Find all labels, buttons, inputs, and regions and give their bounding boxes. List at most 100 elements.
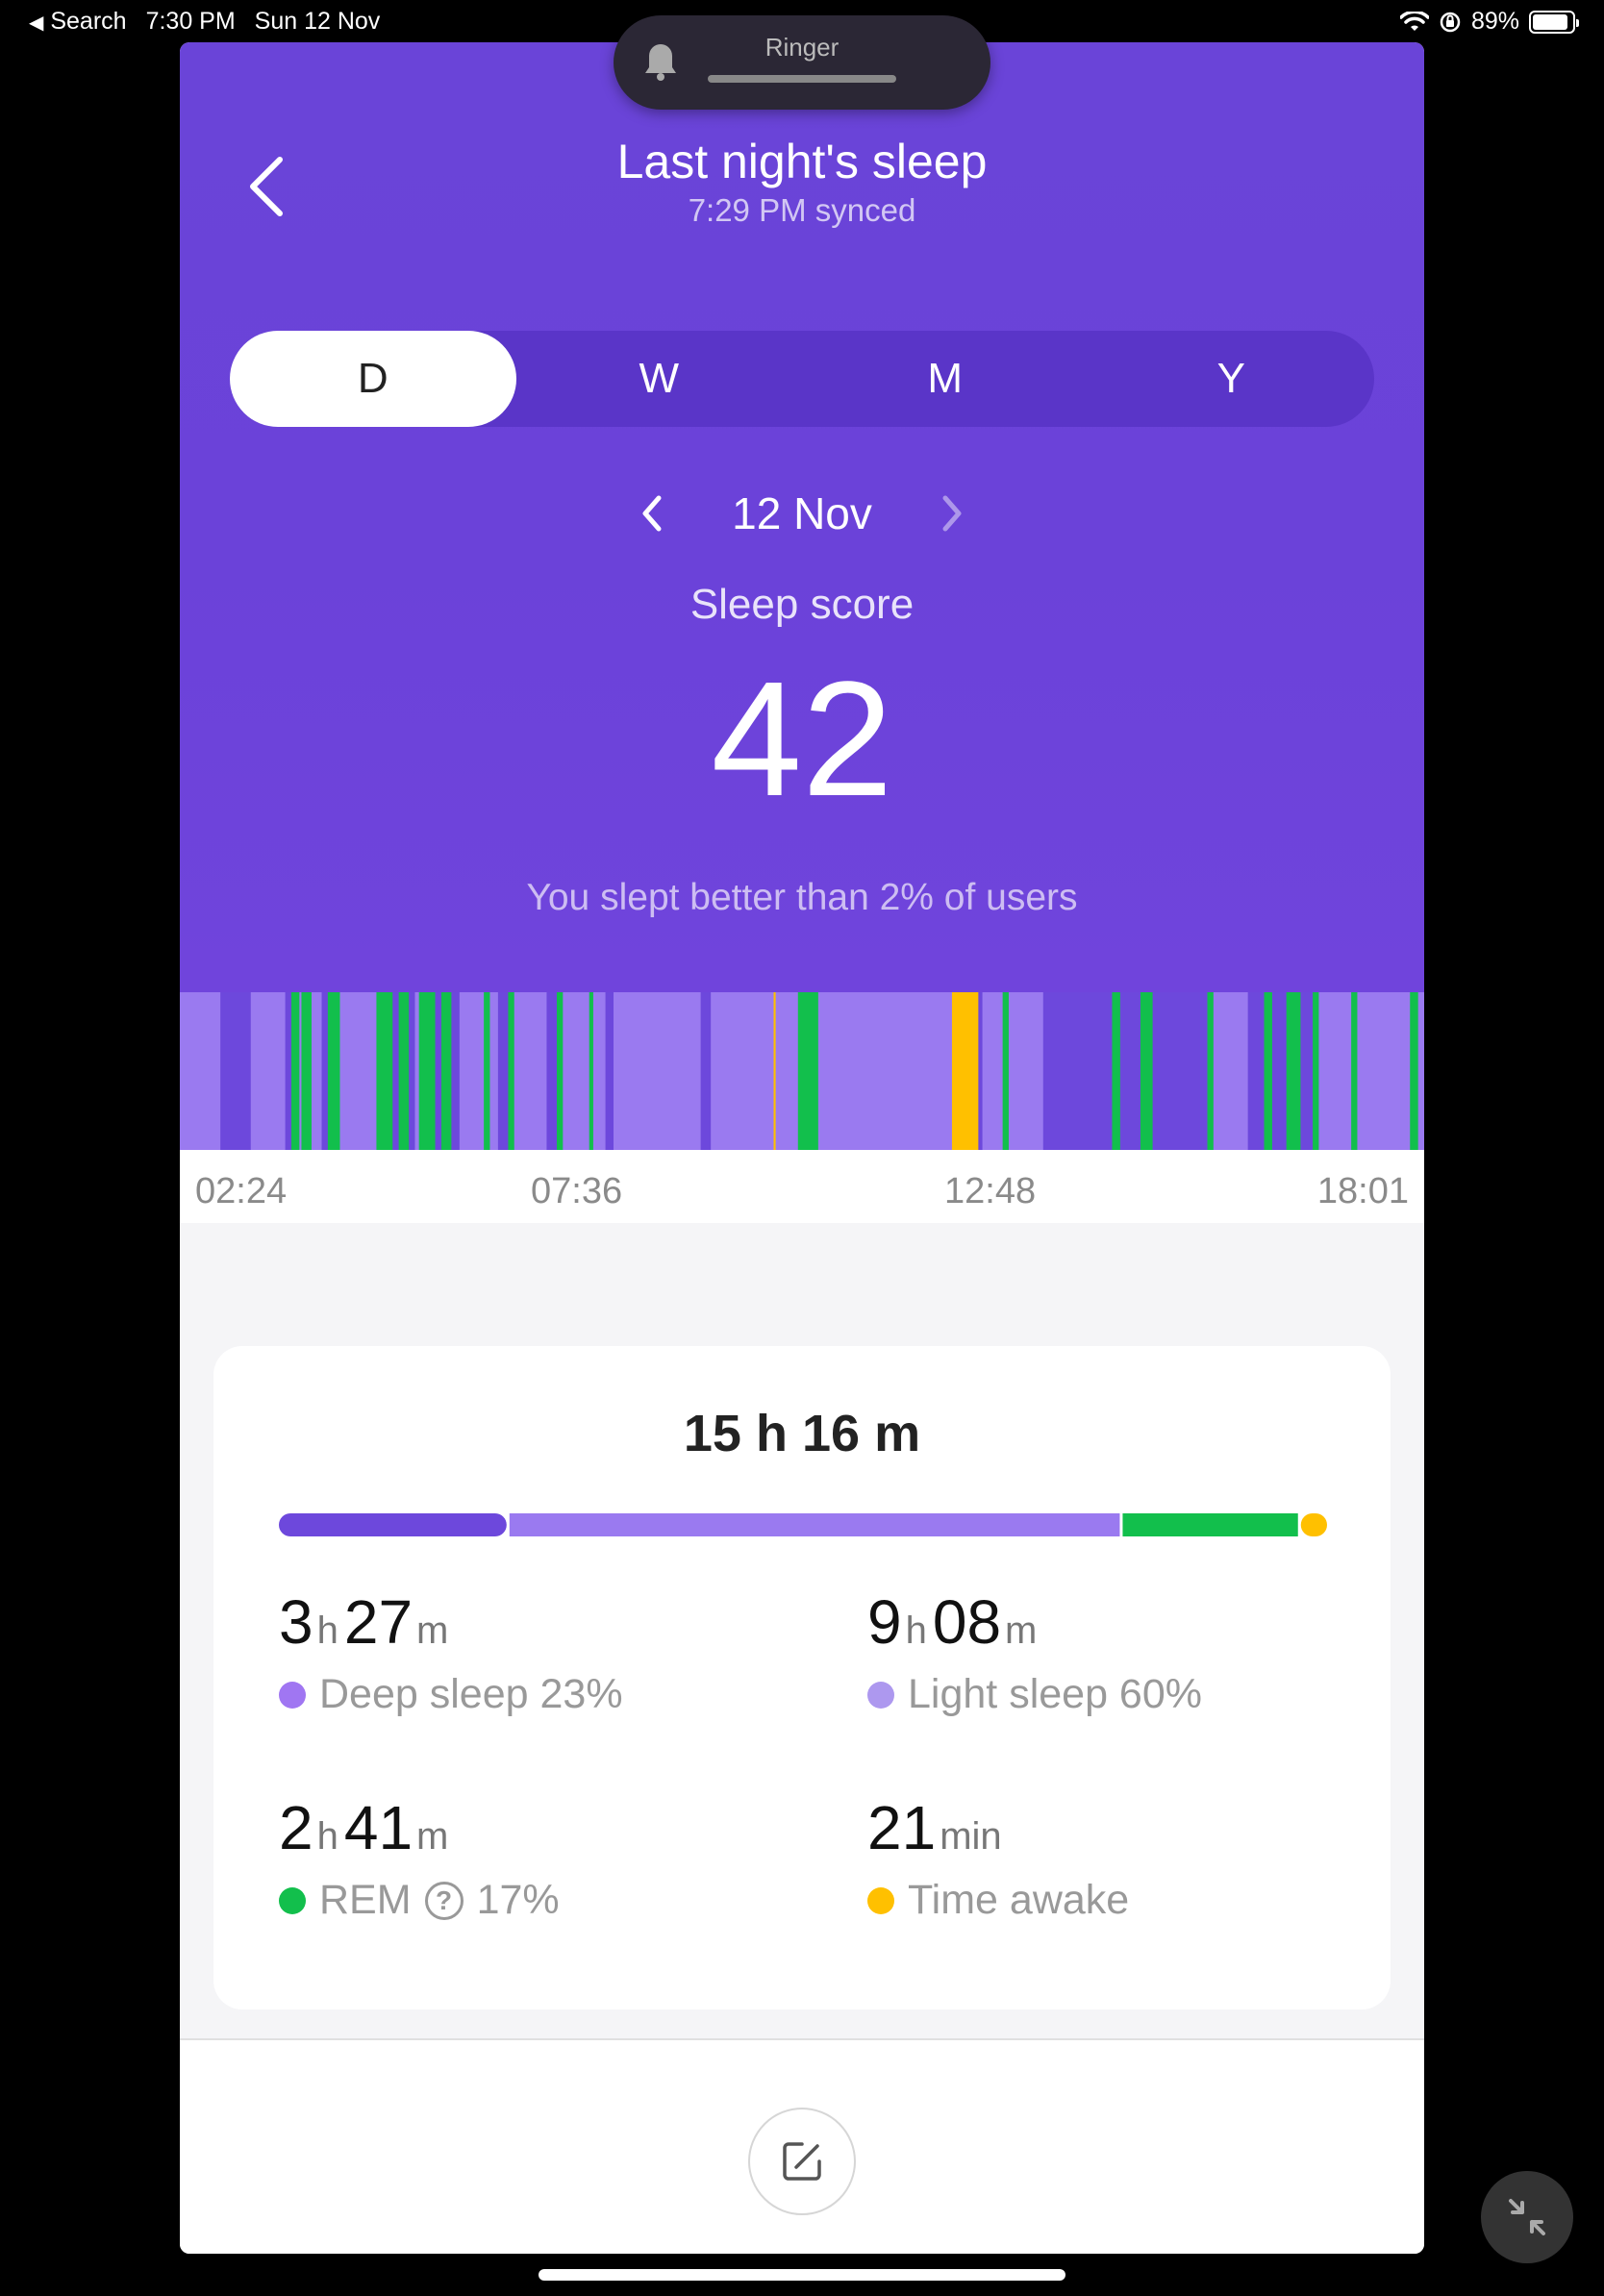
status-time: 7:30 PM <box>145 8 236 35</box>
timeline-segment-light <box>1417 992 1424 1150</box>
timeline-segment-light <box>489 992 499 1150</box>
timeline-segment-light <box>515 992 547 1150</box>
timeline-segment-rem <box>1207 992 1215 1150</box>
timeline-segment-deep <box>1042 992 1113 1150</box>
timeline-segment-rem <box>398 992 410 1150</box>
sync-status: 7:29 PM synced <box>688 192 916 228</box>
ringer-volume-bar <box>708 75 896 83</box>
timeline-segment-rem <box>1002 992 1010 1150</box>
timeline-segment-deep <box>978 992 983 1150</box>
timeline-segment-rem <box>1410 992 1419 1150</box>
sleep-header: Last night's sleep 7:29 PM synced D W M … <box>180 42 1424 994</box>
timeline-tick: 12:48 <box>944 1171 1037 1211</box>
timeline-segment-light <box>617 992 702 1150</box>
timeline-segment-rem <box>301 992 313 1150</box>
timeline-segment-light <box>339 992 377 1150</box>
tab-year[interactable]: Y <box>1216 355 1245 402</box>
light-sleep-label: Light sleep 60% <box>908 1671 1202 1717</box>
status-date: Sun 12 Nov <box>254 8 381 35</box>
timeline-segment-light <box>250 992 286 1150</box>
sleep-score-label: Sleep score <box>689 581 915 628</box>
edit-note-icon <box>783 2142 821 2181</box>
minimize-window-button[interactable] <box>1481 2171 1573 2263</box>
back-triangle-icon: ◀ <box>29 12 44 34</box>
timeline-segment-rem <box>1264 992 1273 1150</box>
timeline-segment-rem <box>484 992 490 1150</box>
battery-icon <box>1529 10 1579 34</box>
tab-month[interactable]: M <box>927 355 964 402</box>
timeline-segment-deep <box>392 992 400 1150</box>
timeline-segment-rem <box>440 992 452 1150</box>
timeline-segment-light <box>1008 992 1044 1150</box>
previous-day-chevron-icon[interactable] <box>639 494 664 533</box>
battery-percent: 89% <box>1470 8 1519 35</box>
timeline-segment-deep <box>1300 992 1314 1150</box>
deep-sleep-dot-icon <box>279 1681 306 1709</box>
timeline-segment-rem <box>589 992 594 1150</box>
timeline-segment-light <box>563 992 590 1150</box>
timeline-segment-light <box>1357 992 1411 1150</box>
timeline-segment-light <box>180 992 221 1150</box>
timeline-segment-rem <box>797 992 819 1150</box>
timeline-segment-light <box>1318 992 1352 1150</box>
timeline-segment-light <box>514 992 517 1150</box>
next-day-chevron-icon[interactable] <box>940 494 965 533</box>
light-sleep-duration: 9 h08 m <box>867 1587 1038 1657</box>
edit-note-button[interactable] <box>748 2108 856 2215</box>
deep-sleep-duration: 3 h27 m <box>279 1587 449 1657</box>
timeline-segment-light <box>299 992 302 1150</box>
divider <box>180 2038 1424 2040</box>
timeline-segment-deep <box>285 992 292 1150</box>
timeline-tick: 07:36 <box>531 1171 623 1211</box>
timeline-segment-deep <box>546 992 558 1150</box>
timeline-segment-deep <box>1271 992 1288 1150</box>
wifi-icon <box>1399 11 1429 31</box>
timeline-segment-rem <box>1313 992 1319 1150</box>
awake-dot-icon <box>867 1886 894 1914</box>
rem-sleep-duration: 2 h41 m <box>279 1793 449 1862</box>
page-title: Last night's sleep <box>616 135 988 188</box>
timeline-segment-deep <box>435 992 442 1150</box>
light-sleep-dot-icon <box>867 1681 894 1709</box>
timeline-segment-awake <box>951 992 979 1150</box>
rem-sleep-metric: 2 h41 m REM ? 17% <box>279 1792 560 1924</box>
timeline-segment-light <box>592 992 606 1150</box>
timeline-segment-rem <box>418 992 436 1150</box>
back-to-app-link[interactable]: ◀ Search <box>29 8 127 36</box>
timeline-segment-deep <box>409 992 415 1150</box>
timeline-segment-deep <box>605 992 614 1150</box>
app-panel: Last night's sleep 7:29 PM synced D W M … <box>180 42 1424 2254</box>
tab-week[interactable]: W <box>639 355 680 402</box>
timeline-segment-rem <box>290 992 300 1150</box>
period-tabs: D W M Y <box>230 331 1374 427</box>
help-question-icon[interactable]: ? <box>424 1881 464 1920</box>
bottom-toolbar <box>180 2040 1424 2254</box>
timeline-segment-deep <box>497 992 509 1150</box>
chevron-left-icon <box>250 157 283 216</box>
timeline-segment-rem <box>376 992 393 1150</box>
tab-day[interactable]: D <box>230 331 516 427</box>
timeline-segment-deep <box>220 992 252 1150</box>
current-date: 12 Nov <box>732 488 872 538</box>
distribution-segment-rem <box>1122 1513 1298 1536</box>
timeline-segment-rem <box>508 992 515 1150</box>
sleep-summary-card: 15 h 16 m 3 h27 m Deep sleep 23% 9 h08 m Lig… <box>213 1346 1391 2009</box>
timeline-segment-deep <box>451 992 461 1150</box>
timeline-segment-light <box>414 992 420 1150</box>
distribution-segment-deep <box>279 1513 507 1536</box>
time-awake-label: Time awake <box>908 1877 1130 1923</box>
ringer-label: Ringer <box>764 33 840 62</box>
sleep-score-comparison: You slept better than 2% of users <box>526 877 1078 918</box>
rotation-lock-icon <box>1440 12 1461 32</box>
deep-sleep-label: Deep sleep 23% <box>319 1671 623 1717</box>
timeline-segment-light <box>459 992 485 1150</box>
timeline-segment-light <box>817 992 953 1150</box>
timeline-tick: 02:24 <box>195 1171 288 1211</box>
timeline-segment-deep <box>1152 992 1208 1150</box>
rem-percent: 17% <box>476 1877 560 1923</box>
back-button[interactable] <box>238 148 295 225</box>
ringer-banner: Ringer <box>614 15 990 110</box>
home-indicator[interactable] <box>539 2269 1065 2281</box>
rem-label: REM <box>319 1877 412 1923</box>
timeline-segment-light <box>311 992 322 1150</box>
